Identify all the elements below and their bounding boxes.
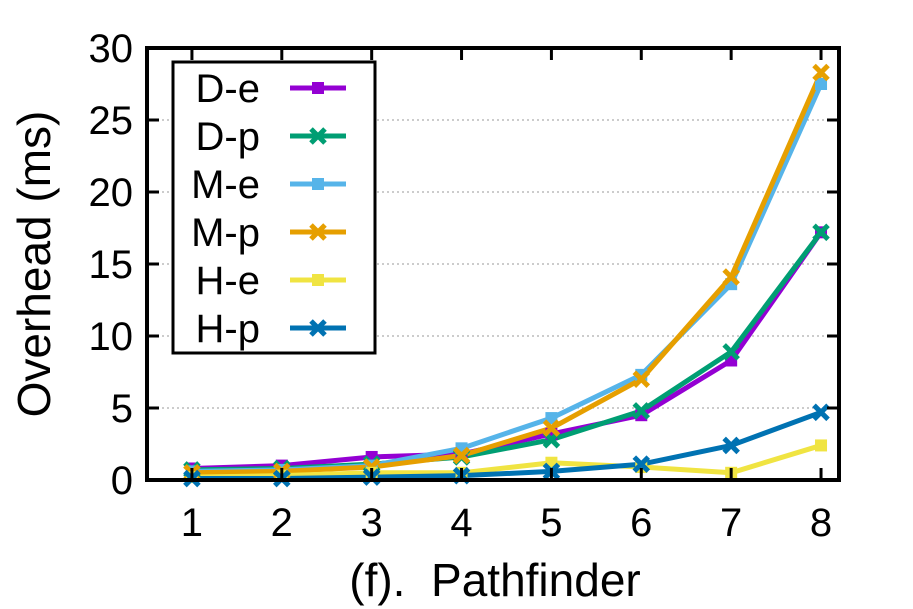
data-point-H-p bbox=[632, 455, 651, 473]
legend-label-D-e: D-e bbox=[196, 67, 260, 111]
y-tick-label: 30 bbox=[89, 27, 134, 71]
y-tick-label: 0 bbox=[111, 459, 133, 503]
data-point-D-p bbox=[722, 343, 740, 361]
x-tick-label: 1 bbox=[181, 501, 203, 545]
x-tick-label: 8 bbox=[810, 501, 832, 545]
legend-marker-M-p bbox=[309, 223, 327, 241]
data-point-M-p bbox=[452, 446, 471, 465]
x-tick-label: 6 bbox=[630, 501, 652, 545]
data-point-H-p bbox=[722, 436, 740, 455]
data-point-H-p bbox=[812, 403, 830, 422]
data-point-M-p bbox=[632, 370, 651, 388]
y-tick-label: 10 bbox=[89, 315, 134, 359]
data-point-M-e bbox=[815, 78, 828, 90]
legend-label-H-e: H-e bbox=[196, 259, 260, 303]
legend-marker-H-e bbox=[312, 274, 324, 286]
legend-marker-H-p bbox=[309, 319, 327, 337]
legend: D-eD-pM-eM-pH-eH-p bbox=[171, 60, 377, 355]
y-tick-label: 15 bbox=[89, 243, 134, 287]
data-point-M-e bbox=[545, 412, 558, 425]
data-point-M-p bbox=[722, 268, 740, 286]
x-tick-label: 7 bbox=[720, 501, 742, 545]
y-axis-title: Overhead (ms) bbox=[8, 111, 60, 418]
data-point-D-p bbox=[812, 223, 830, 242]
data-point-M-p bbox=[812, 63, 830, 82]
data-point-M-p bbox=[542, 419, 561, 437]
y-tick-label: 5 bbox=[111, 387, 133, 431]
legend-box bbox=[171, 60, 377, 355]
legend-marker-D-e bbox=[312, 82, 324, 94]
series-line-H-e bbox=[191, 443, 822, 480]
x-tick-label: 2 bbox=[271, 501, 293, 545]
data-point-H-e bbox=[815, 439, 828, 452]
legend-label-M-e: M-e bbox=[191, 163, 260, 207]
legend-marker-D-p bbox=[309, 127, 327, 145]
legend-label-H-p: H-p bbox=[196, 307, 260, 351]
data-point-D-p bbox=[632, 402, 651, 420]
y-tick-label: 25 bbox=[89, 99, 134, 143]
y-tick-label: 20 bbox=[89, 171, 134, 215]
x-tick-label: 3 bbox=[361, 501, 383, 545]
x-tick-label: 5 bbox=[540, 501, 562, 545]
axis-ticks bbox=[147, 46, 839, 482]
x-axis-title: (f). Pathfinder bbox=[349, 554, 640, 606]
legend-marker-M-e bbox=[312, 178, 324, 190]
x-tick-label: 4 bbox=[450, 501, 472, 545]
tick-labels: 0 5 10 15 20 25 30 1 2 3 4 5 6 7 8 bbox=[89, 27, 833, 545]
series-line-M-p bbox=[191, 71, 824, 476]
legend-label-M-p: M-p bbox=[191, 211, 260, 255]
legend-label-D-p: D-p bbox=[196, 115, 260, 159]
